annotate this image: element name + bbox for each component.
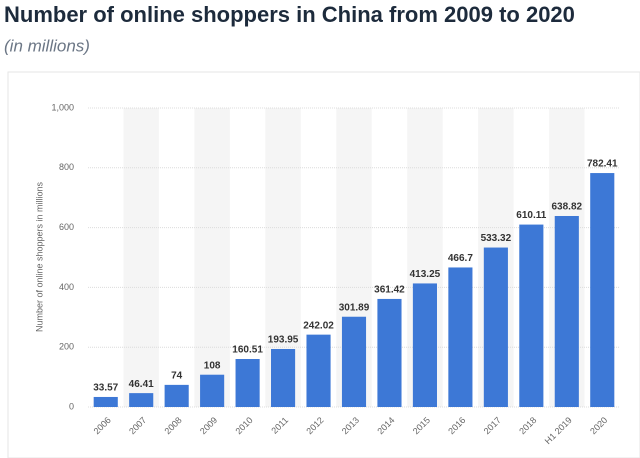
bar (235, 359, 260, 407)
value-label: 782.41 (587, 159, 618, 170)
value-label: 74 (171, 371, 183, 382)
value-label: 193.95 (268, 335, 299, 346)
bar (590, 173, 615, 407)
value-label: 533.32 (481, 233, 512, 244)
value-label: 108 (204, 360, 221, 371)
value-label: 46.41 (129, 379, 154, 390)
bar (377, 298, 402, 407)
bar (519, 224, 544, 407)
value-label: 361.42 (374, 285, 405, 296)
bar (341, 316, 367, 407)
column-shade (123, 108, 159, 407)
chart-title: Number of online shoppers in China from … (4, 2, 575, 27)
value-label: 33.57 (93, 383, 118, 394)
value-label: 160.51 (232, 345, 263, 356)
column-shade (194, 108, 230, 407)
chart-subtitle: (in millions) (4, 36, 90, 55)
y-tick-label: 200 (59, 342, 74, 352)
bar (448, 267, 473, 407)
value-label: 466.7 (448, 253, 473, 264)
value-label: 638.82 (552, 202, 583, 213)
value-label: 301.89 (339, 302, 370, 313)
y-tick-label: 400 (59, 282, 74, 292)
bar (164, 384, 189, 407)
y-tick-label: 600 (59, 222, 74, 232)
y-axis-label: Number of online shoppers in millions (34, 181, 44, 332)
bar (129, 393, 154, 407)
value-label: 413.25 (410, 269, 441, 280)
bar (306, 334, 331, 407)
bar (554, 215, 579, 407)
bar (200, 374, 225, 407)
value-label: 242.02 (303, 320, 334, 331)
y-tick-label: 0 (69, 401, 74, 411)
bar (93, 396, 118, 407)
y-tick-label: 1,000 (51, 102, 74, 112)
value-label: 610.11 (516, 210, 546, 221)
bar (271, 349, 296, 407)
bar (412, 283, 437, 407)
y-tick-label: 800 (59, 162, 74, 172)
bar (483, 247, 508, 407)
